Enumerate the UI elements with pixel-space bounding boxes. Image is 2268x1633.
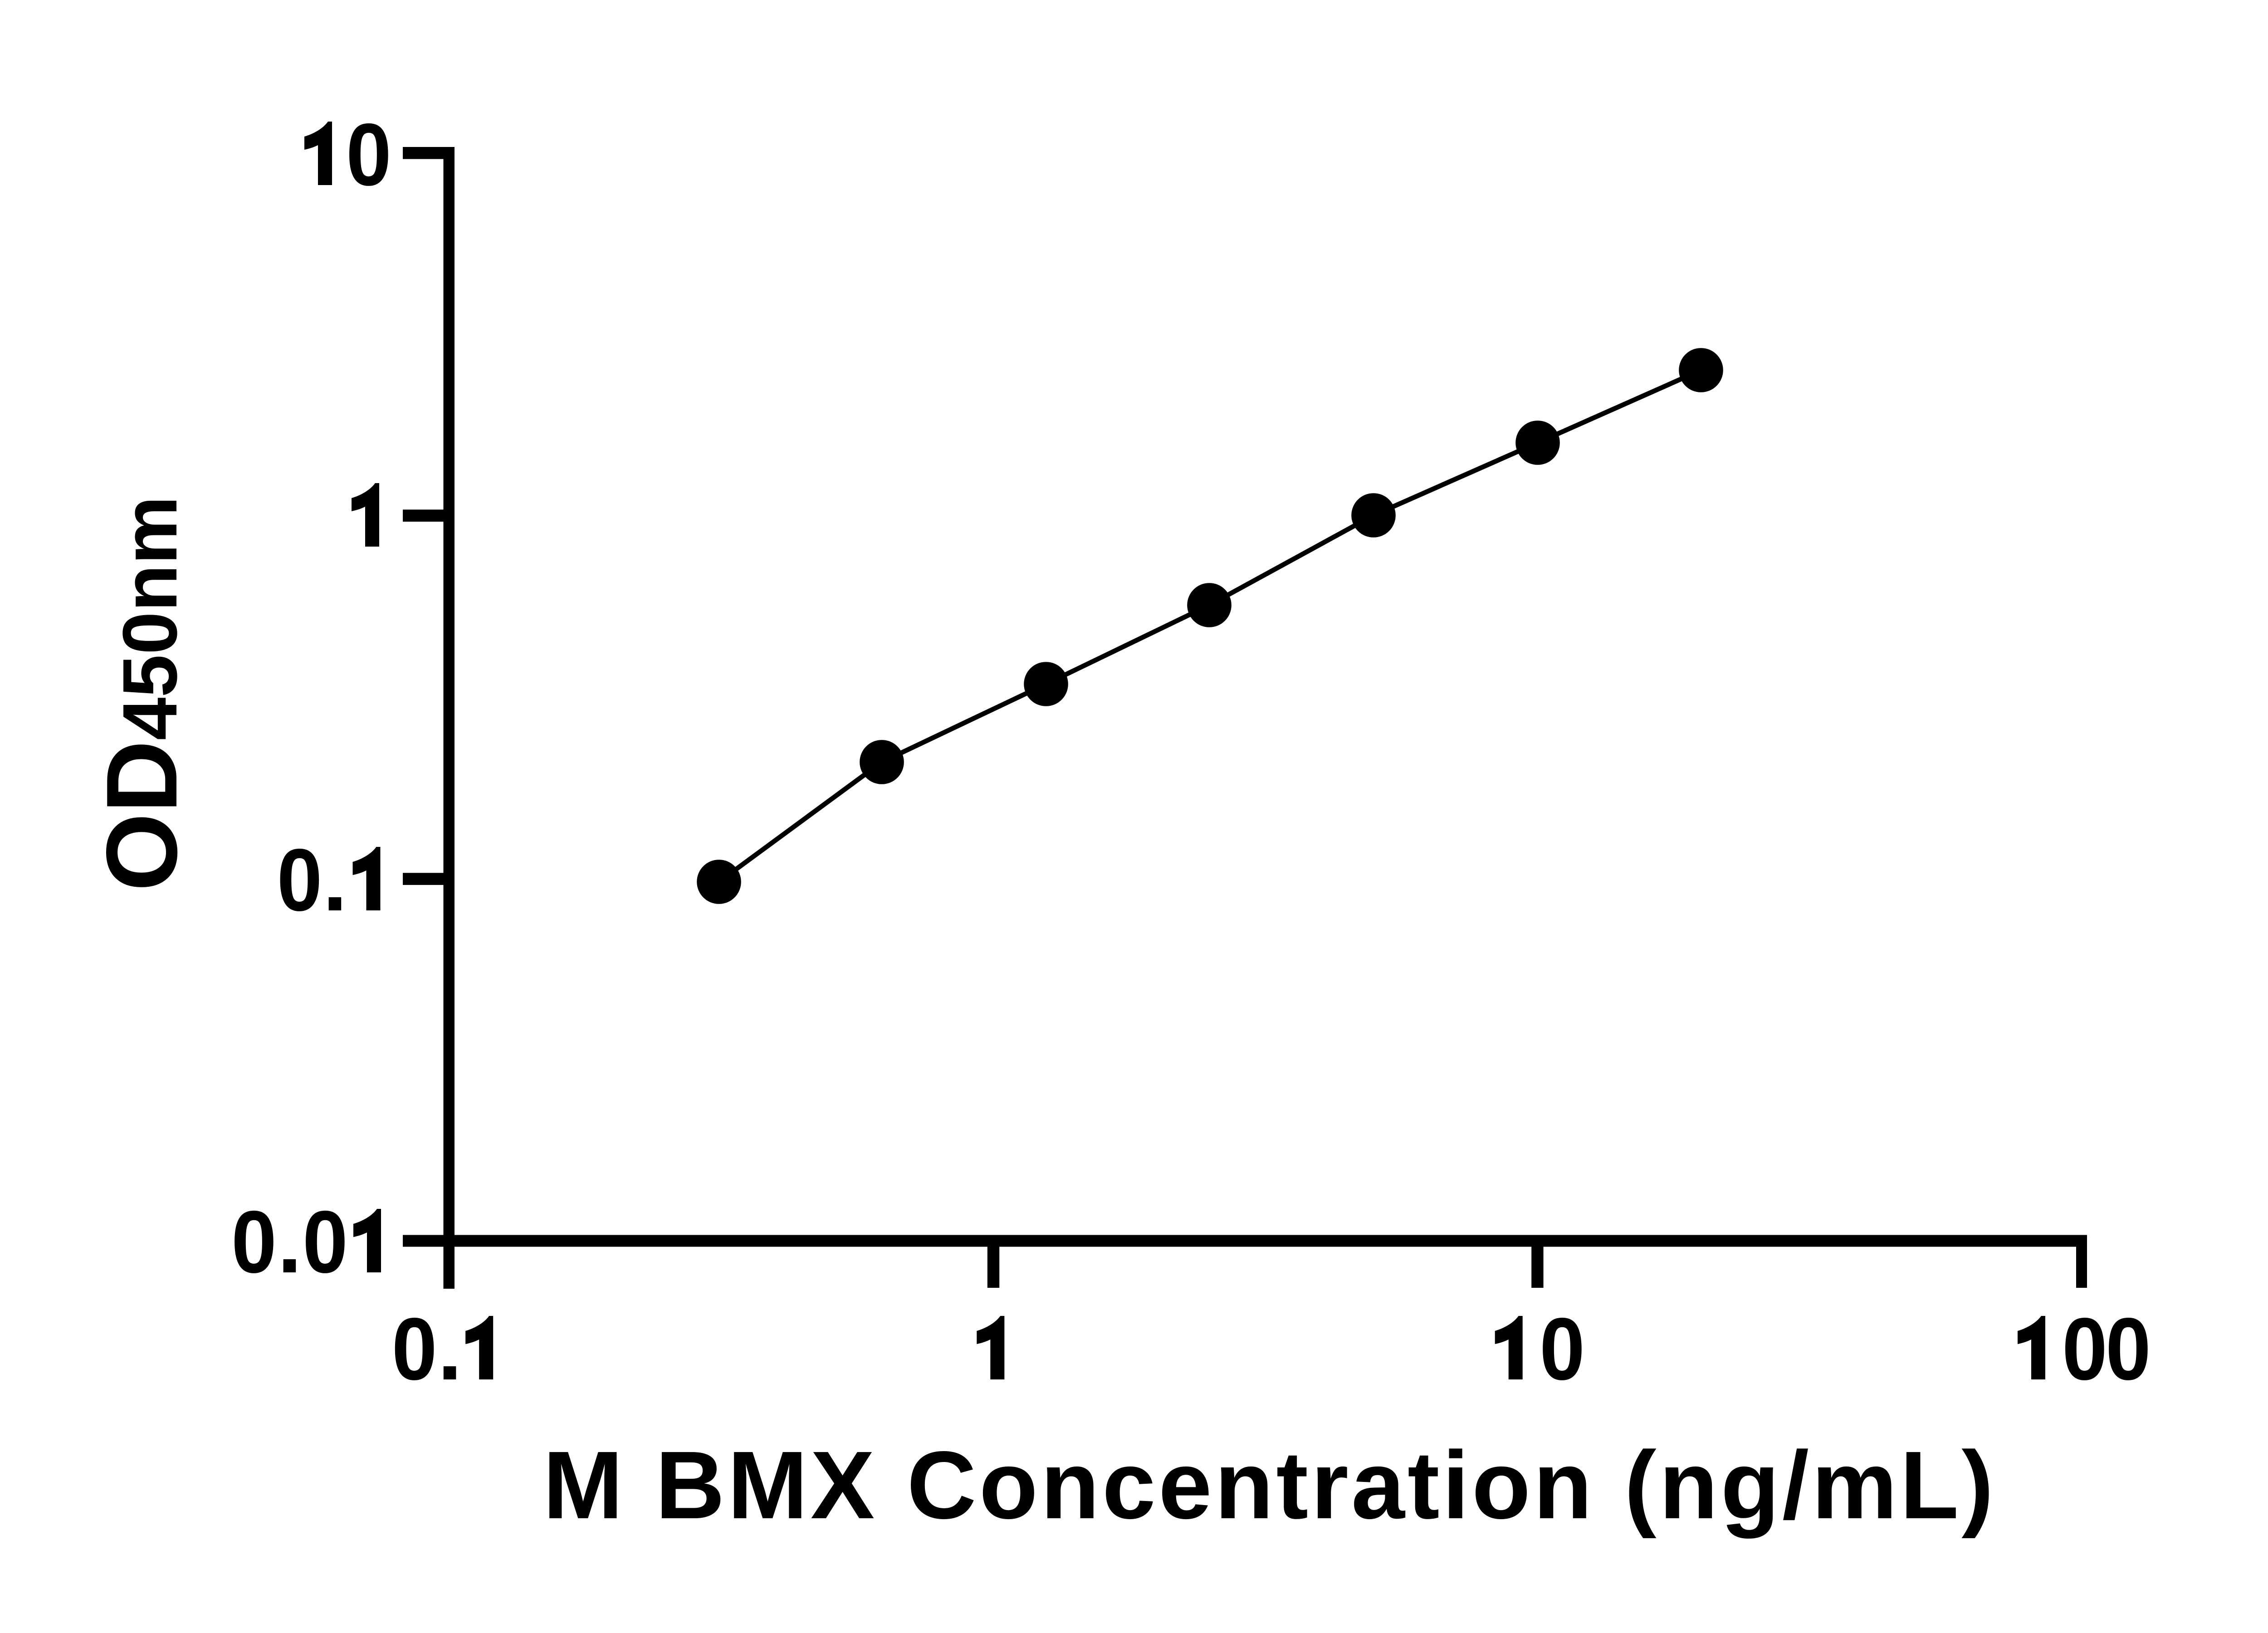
- svg-text:.: .: [323, 831, 347, 929]
- svg-text:0: 0: [277, 831, 323, 929]
- svg-text:OD450nm: OD450nm: [86, 496, 198, 891]
- svg-text:0: 0: [2062, 1300, 2107, 1398]
- svg-text:0: 0: [392, 1300, 437, 1398]
- svg-text:0: 0: [346, 105, 391, 204]
- svg-text:0: 0: [2106, 1300, 2151, 1398]
- svg-text:.: .: [438, 1300, 462, 1398]
- svg-text:M BMX Concentration (ng/mL): M BMX Concentration (ng/mL): [543, 1431, 1994, 1539]
- svg-text:0: 0: [231, 1193, 277, 1291]
- svg-text:.: .: [277, 1193, 302, 1291]
- svg-text:0: 0: [303, 1193, 348, 1291]
- svg-text:0: 0: [1540, 1300, 1585, 1398]
